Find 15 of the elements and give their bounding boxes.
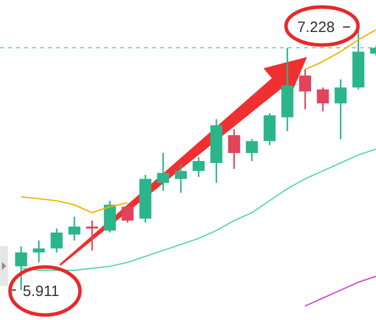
candlestick — [68, 216, 80, 242]
annotation: 7.228 — [297, 19, 335, 36]
candlestick — [122, 204, 134, 224]
candlestick — [32, 240, 45, 264]
candlestick — [246, 138, 258, 162]
candlestick — [228, 128, 240, 170]
candlestick — [316, 86, 329, 112]
candlestick — [299, 68, 312, 110]
candlestick — [86, 220, 98, 252]
candlestick — [50, 228, 63, 254]
candlestick — [334, 78, 347, 140]
candlestick — [192, 156, 205, 178]
annotation: 5.911 — [22, 283, 60, 300]
candlestick — [174, 164, 187, 194]
candlestick — [157, 152, 170, 192]
